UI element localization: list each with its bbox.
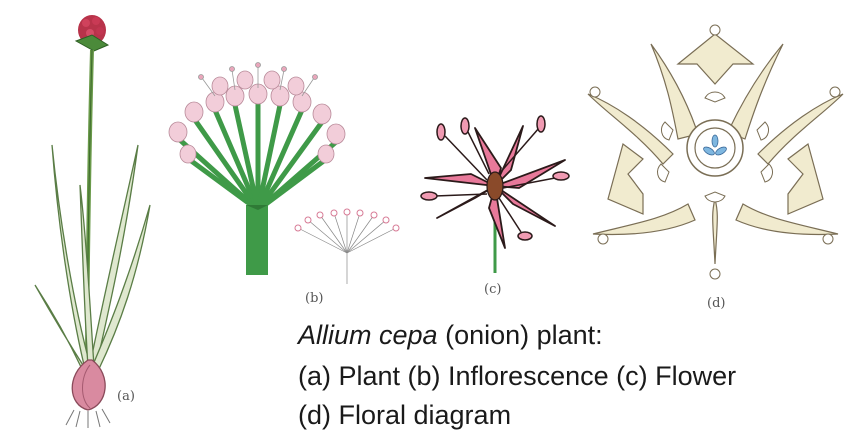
- panel-label-b: (b): [305, 291, 324, 306]
- panel-label-d: (d): [707, 296, 726, 311]
- umbel-diagram: [294, 208, 400, 284]
- bulb: [65, 359, 111, 428]
- flower-buds: [168, 70, 346, 164]
- inflorescence-stalk: [246, 205, 268, 275]
- flower-head: [74, 15, 110, 52]
- plant-drawing: [34, 15, 151, 428]
- floral-diagram: [587, 24, 844, 280]
- stamen-marks: [657, 91, 773, 203]
- ovary-ring-inner: [694, 127, 736, 169]
- inner-tepals: [607, 33, 824, 215]
- panel-label-c: (c): [484, 282, 502, 297]
- panel-label-a: (a): [117, 389, 135, 404]
- pedicels: [177, 99, 339, 213]
- species-name: Allium cepa: [298, 320, 438, 350]
- caption-line-3: (d) Floral diagram: [298, 400, 512, 430]
- stamens: [420, 115, 570, 241]
- leaves: [34, 144, 151, 374]
- inflorescence-drawing: [168, 62, 346, 275]
- ovary: [486, 171, 504, 201]
- caption-line-2: (a) Plant (b) Inflorescence (c) Flower: [298, 361, 737, 391]
- common-name: (onion) plant:: [445, 320, 603, 350]
- caption-line-1: Allium cepa (onion) plant:: [298, 318, 603, 352]
- stigma: [703, 134, 727, 156]
- flower-drawing: [420, 115, 570, 273]
